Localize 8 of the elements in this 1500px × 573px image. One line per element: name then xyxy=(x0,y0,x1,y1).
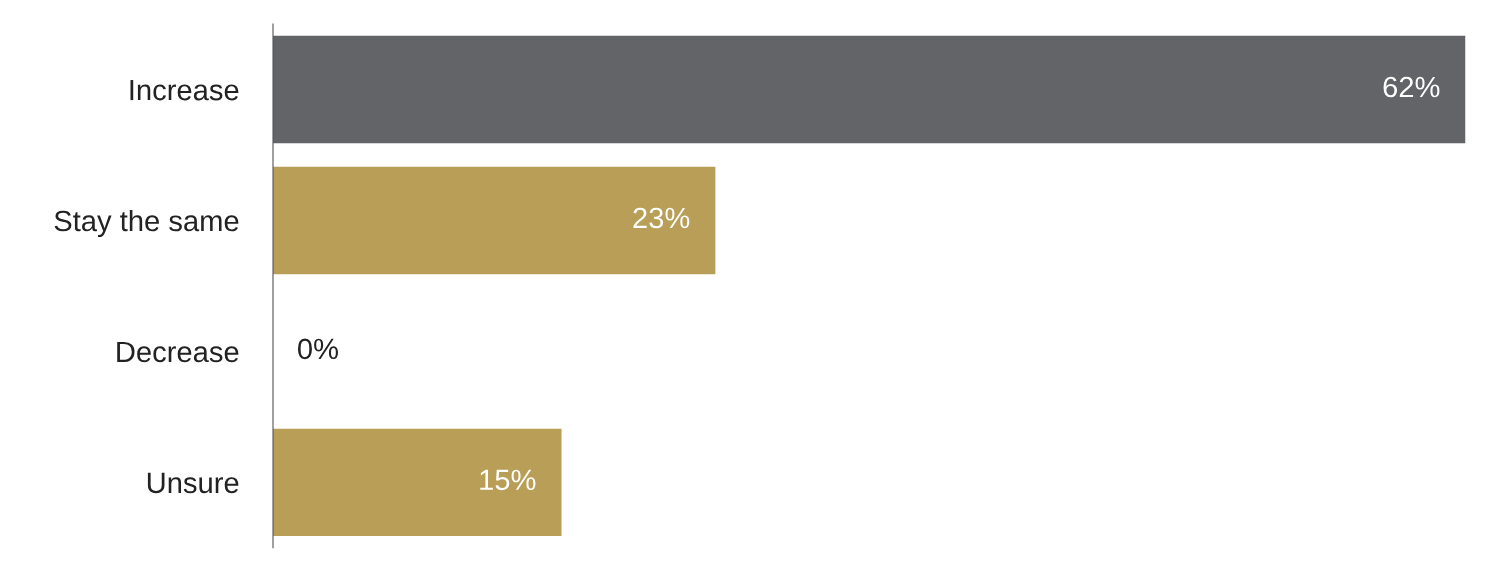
data-label: 15% xyxy=(480,469,536,491)
y-tick-label: Unsure xyxy=(147,472,239,494)
data-label: 0% xyxy=(297,338,338,360)
y-tick-label: Stay the same xyxy=(54,209,239,238)
data-label: 23% xyxy=(633,207,690,229)
data-label: 62% xyxy=(1383,76,1440,98)
y-tick-label: Decrease xyxy=(117,341,239,363)
y-tick-label: Increase xyxy=(130,80,239,101)
